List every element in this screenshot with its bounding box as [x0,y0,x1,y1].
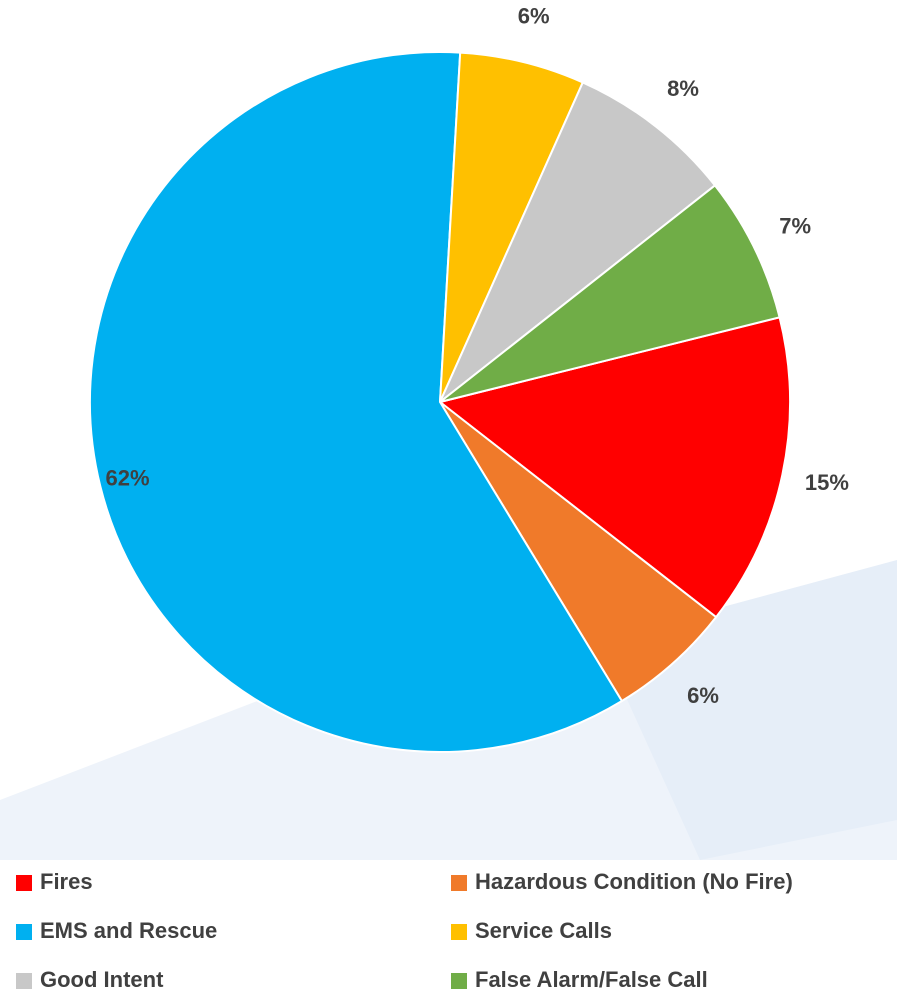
legend-label: EMS and Rescue [40,918,217,943]
data-label: 6% [687,683,719,708]
legend-swatch [451,875,467,891]
legend-swatch [16,924,32,940]
legend-label: Hazardous Condition (No Fire) [475,869,793,894]
legend-swatch [451,924,467,940]
data-label: 15% [805,470,849,495]
legend-swatch [16,875,32,891]
pie-slice [439,51,585,403]
legend-label: Good Intent [40,967,164,992]
pie-slice [439,401,718,703]
legend-label: Service Calls [475,918,612,943]
data-label: 6% [518,4,550,29]
pie-slice [439,81,717,403]
pie-slice [439,184,781,403]
legend-label: False Alarm/False Call [475,967,708,992]
data-label: 7% [779,214,811,239]
legend: Fires Hazardous Condition (No Fire) EMS an… [16,869,793,992]
pie-slice [89,51,624,753]
data-label: 62% [106,466,150,491]
data-label: 8% [667,76,699,101]
legend-swatch [451,973,467,989]
pie: 15% 6% 62% 6% 8% 7% [89,4,849,753]
legend-swatch [16,973,32,989]
pie-slice [437,316,791,619]
legend-label: Fires [40,869,93,894]
